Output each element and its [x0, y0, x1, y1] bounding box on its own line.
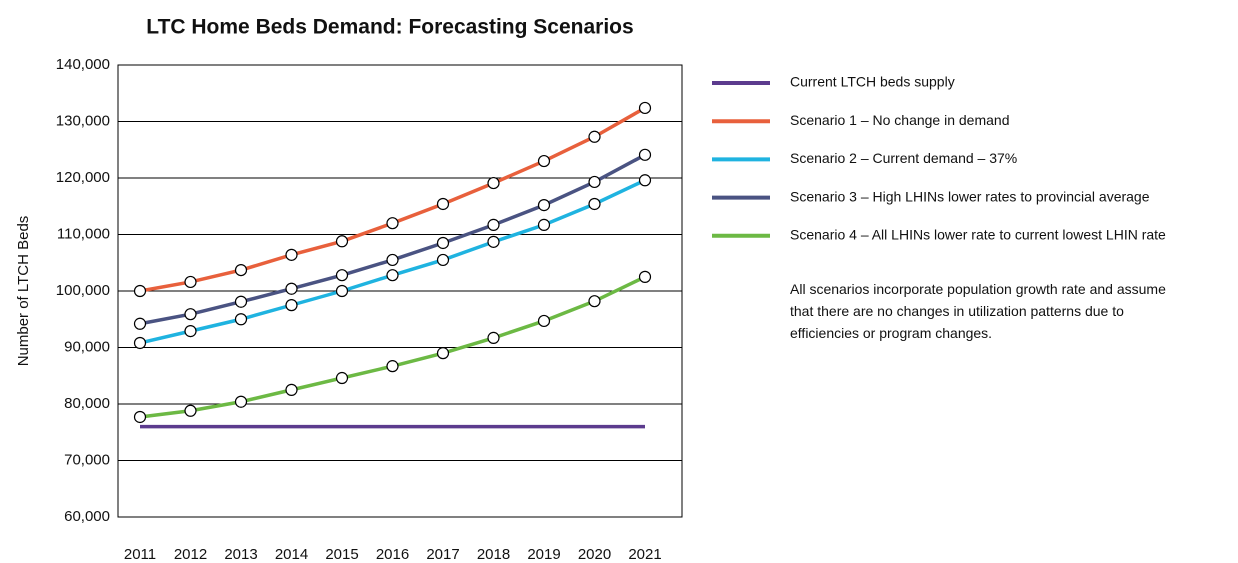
point [537, 199, 551, 212]
x-tick-label: 2021 [628, 546, 661, 563]
x-tick-label: 2015 [325, 546, 358, 563]
point [285, 248, 298, 261]
point [537, 154, 551, 168]
point [386, 217, 399, 230]
point [638, 174, 652, 187]
point [133, 410, 147, 424]
series-line [139, 275, 646, 419]
x-tick-label: 2016 [376, 546, 409, 563]
point [638, 148, 652, 161]
x-tick-label: 2019 [527, 546, 560, 563]
point [335, 284, 349, 298]
point [184, 404, 197, 417]
y-tick-label: 120,000 [56, 169, 110, 186]
y-tick-label: 100,000 [56, 282, 110, 299]
point [588, 130, 601, 143]
point [487, 331, 500, 344]
point [335, 371, 349, 385]
legend-label: Scenario 1 – No change in demand [790, 112, 1009, 128]
point [133, 336, 147, 350]
legend-label: Scenario 3 – High LHINs lower rates to p… [790, 188, 1150, 204]
y-tick-label: 140,000 [56, 56, 110, 73]
point [234, 313, 248, 326]
point [638, 270, 652, 283]
point [234, 263, 248, 277]
legend-label: Scenario 4 – All LHINs lower rate to cur… [790, 227, 1166, 243]
y-tick-label: 70,000 [64, 451, 110, 468]
point [537, 218, 551, 231]
y-tick-label: 130,000 [56, 112, 110, 129]
point [436, 253, 450, 267]
x-tick-label: 2012 [174, 546, 207, 563]
point [588, 197, 601, 211]
y-tick-label: 60,000 [64, 508, 110, 525]
point [386, 360, 399, 373]
point [588, 295, 601, 308]
x-tick-label: 2017 [426, 546, 459, 563]
y-tick-label: 90,000 [64, 338, 110, 355]
legend-label: Current LTCH beds supply [790, 74, 955, 90]
point [638, 101, 652, 115]
point [588, 175, 601, 189]
point [335, 269, 349, 282]
point [487, 218, 500, 231]
point [285, 383, 298, 396]
point [234, 295, 248, 308]
point [184, 275, 197, 289]
point [234, 395, 248, 408]
x-tick-label: 2014 [275, 546, 308, 563]
y-tick-label: 110,000 [57, 225, 110, 242]
point [436, 236, 450, 250]
y-axis-label: Number of LTCH Beds [15, 216, 32, 367]
point [436, 197, 450, 211]
point [133, 317, 147, 330]
point [184, 308, 197, 321]
y-tick-label: 80,000 [64, 395, 110, 412]
x-tick-label: 2020 [578, 546, 611, 563]
legend-label: Scenario 2 – Current demand – 37% [790, 150, 1017, 166]
point [386, 269, 399, 282]
x-tick-label: 2018 [477, 546, 510, 563]
annotation: All scenarios incorporate population gro… [790, 281, 1166, 341]
point [487, 235, 500, 248]
x-tick-label: 2011 [124, 546, 156, 563]
point [537, 314, 551, 328]
point [386, 253, 399, 267]
point [133, 284, 147, 298]
x-tick-label: 2013 [224, 546, 257, 563]
chart-title: LTC Home Beds Demand: Forecasting Scenar… [146, 16, 633, 39]
plot-border [117, 64, 683, 518]
point [184, 325, 197, 338]
point [335, 235, 349, 248]
point [436, 347, 450, 360]
point [487, 176, 500, 190]
series-line [139, 153, 646, 326]
point [285, 282, 298, 295]
point [285, 299, 298, 312]
